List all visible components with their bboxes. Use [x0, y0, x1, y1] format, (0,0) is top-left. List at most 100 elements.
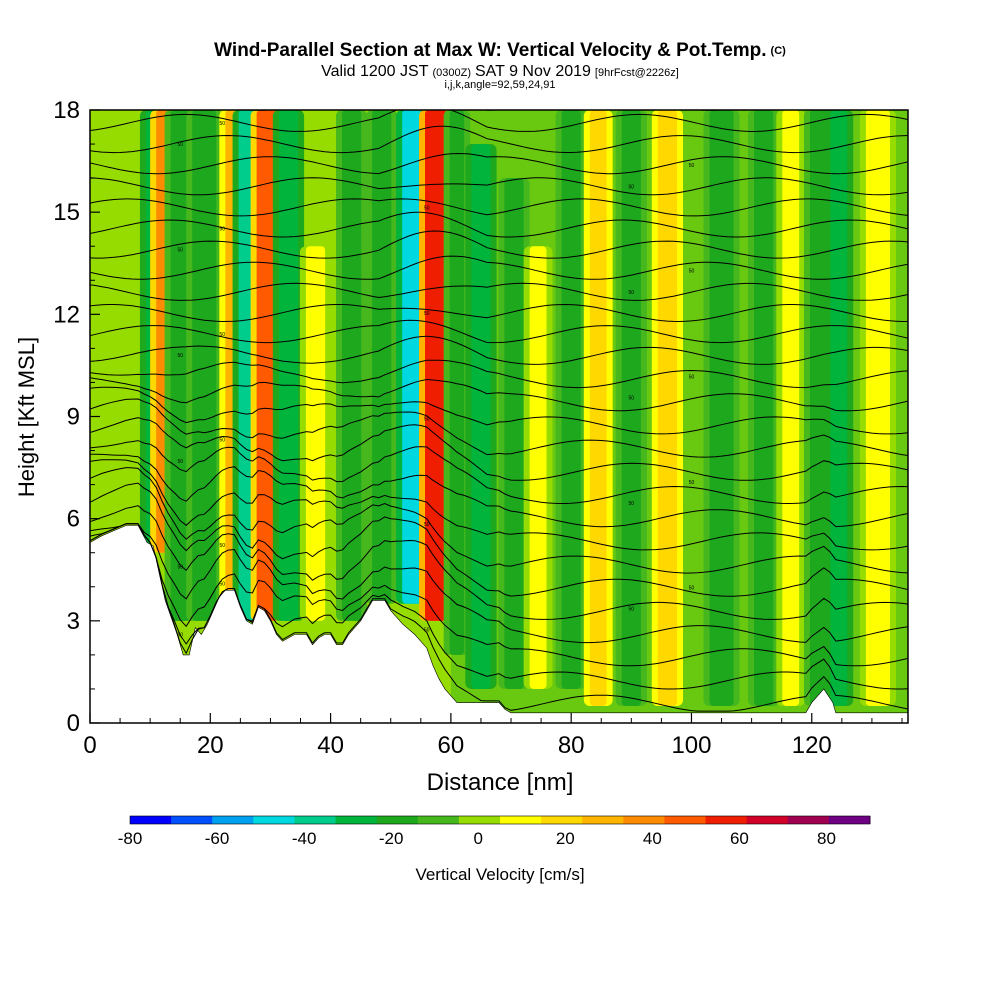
isentrope-label: 50 [177, 459, 183, 465]
isentrope-line [241, 110, 727, 111]
isentrope-line [90, 398, 908, 458]
isentrope-label: 50 [177, 142, 183, 148]
terrain [89, 525, 909, 724]
y-tick-label: 18 [53, 97, 80, 124]
x-tick-label: 120 [792, 732, 832, 759]
isentrope-line [90, 152, 908, 175]
chart-params: i,j,k,angle=92,59,24,91 [444, 79, 555, 91]
colorbar-swatch [787, 816, 830, 824]
y-tick-label: 3 [67, 608, 80, 635]
x-tick-label: 40 [317, 732, 344, 759]
y-tick-label: 12 [53, 301, 80, 328]
velocity-band [372, 110, 392, 604]
isentrope-line [90, 359, 908, 389]
isentrope-line [90, 255, 908, 280]
isentrope-label: 50 [220, 543, 226, 549]
isentrope-label: 50 [689, 480, 695, 486]
isentrope-label: 50 [629, 290, 635, 296]
isentrope-label: 50 [424, 522, 430, 528]
colorbar-swatch [376, 816, 419, 824]
velocity-band [305, 246, 326, 621]
isentrope-line [90, 505, 908, 620]
y-axis-label: Height [Kft MSL] [14, 337, 39, 497]
isentrope-line [90, 523, 908, 667]
isentrope-label: 50 [177, 353, 183, 359]
colorbar-swatch [582, 816, 624, 824]
y-tick-label: 15 [53, 199, 80, 226]
colorbar-swatch [541, 816, 583, 824]
colorbar-swatch [294, 816, 337, 824]
isentrope-line [90, 282, 908, 301]
colorbar-tick-label: -40 [292, 829, 317, 848]
isentrope-label: 50 [424, 417, 430, 423]
colorbar-tick-label: 60 [730, 829, 749, 848]
x-tick-label: 60 [438, 732, 465, 759]
isentrope-label: 50 [689, 585, 695, 591]
colorbar-tick-label: 80 [817, 829, 836, 848]
isentrope-line [90, 335, 908, 365]
velocity-band [471, 144, 491, 689]
isentrope-label: 50 [220, 121, 226, 127]
velocity-band [449, 110, 465, 655]
colorbar-tick-label: 20 [556, 829, 575, 848]
isentrope-line [90, 482, 908, 597]
isentrope-line [90, 303, 908, 323]
velocity-band [561, 110, 581, 689]
isentrope-line [90, 177, 908, 196]
velocity-band [709, 110, 734, 706]
colorbar-swatch [458, 816, 501, 824]
colorbar-frame [129, 815, 871, 825]
colorbar-label: Vertical Velocity [cm/s] [415, 865, 584, 884]
axes: 0 20 40 60 80 100 120 0 3 6 9 12 15 18 [53, 97, 909, 759]
potential-temperature-contours: 50 50 50 50 50 50 50 50 50 50 50 50 50 50 50 50 50 50 50 50… [90, 100, 908, 712]
colorbar-swatch [130, 816, 172, 824]
isentrope-line [90, 459, 908, 551]
chart-title: Wind-Parallel Section at Max W: Vertical… [214, 40, 786, 61]
y-tick-label: 9 [67, 404, 80, 431]
x-tick-label: 80 [558, 732, 585, 759]
velocity-band [192, 110, 217, 621]
chart-subtitle: Valid 1200 JST (0300Z) SAT 9 Nov 2019 [9hrF… [321, 63, 679, 80]
isentrope-label: 50 [177, 564, 183, 570]
isentrope-label: 50 [177, 248, 183, 254]
velocity-band [529, 246, 547, 689]
isentrope-label: 50 [220, 332, 226, 338]
isentrope-label: 50 [220, 227, 226, 233]
y-tick-label: 6 [67, 506, 80, 533]
colorbar-swatch [623, 816, 665, 824]
isentrope-label: 50 [689, 163, 695, 169]
x-tick-label: 0 [83, 732, 96, 759]
isentrope-line [90, 211, 908, 238]
colorbar-swatch [500, 816, 542, 824]
colorbar-swatch [335, 816, 378, 824]
isentrope-label: 50 [424, 628, 430, 634]
colorbar-swatch [417, 816, 460, 824]
velocity-band [621, 110, 641, 706]
isentrope-line [90, 198, 908, 217]
velocity-band [754, 110, 774, 706]
x-tick-label: 20 [197, 732, 224, 759]
isentrope-line [90, 125, 908, 154]
colorbar-tick-label: -20 [379, 829, 404, 848]
terrain-mask [89, 525, 909, 724]
colorbar-swatch [746, 816, 789, 824]
colorbar-tick-label: -80 [118, 829, 143, 848]
velocity-band [425, 110, 447, 621]
x-tick-label: 100 [671, 732, 711, 759]
isentrope-line [90, 440, 908, 505]
velocity-band [402, 110, 422, 604]
velocity-band [256, 110, 279, 621]
isentrope-label: 50 [424, 311, 430, 317]
colorbar-swatch [212, 816, 254, 824]
isentrope-label: 50 [424, 100, 430, 106]
isentrope-line [90, 377, 908, 412]
isentrope-line [90, 230, 908, 259]
isentrope-line [90, 467, 908, 574]
velocity-band [830, 110, 848, 706]
isentrope-label: 50 [220, 581, 226, 587]
isentrope-label: 50 [629, 501, 635, 507]
isentrope-label: 50 [629, 184, 635, 190]
velocity-band [342, 110, 362, 621]
colorbar-tick-label: 0 [474, 829, 483, 848]
isentrope-line [90, 523, 908, 690]
